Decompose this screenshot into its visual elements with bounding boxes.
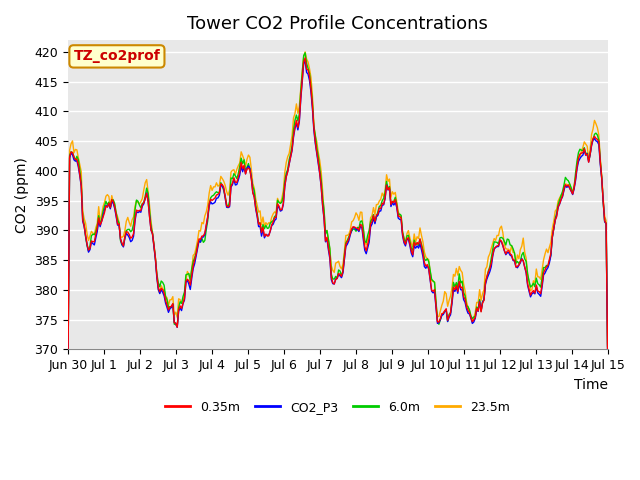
6.0m: [461, 293, 469, 299]
6.0m: [153, 271, 161, 277]
6.0m: [604, 344, 611, 349]
CO2_P3: [340, 257, 348, 263]
Y-axis label: CO2 (ppm): CO2 (ppm): [15, 157, 29, 233]
23.5m: [593, 125, 601, 131]
Line: 0.35m: 0.35m: [68, 58, 607, 349]
23.5m: [301, 49, 309, 55]
0.35m: [246, 167, 253, 173]
6.0m: [246, 166, 253, 172]
0.35m: [593, 136, 601, 142]
CO2_P3: [593, 139, 601, 144]
CO2_P3: [301, 59, 309, 64]
23.5m: [153, 273, 161, 279]
Line: 6.0m: 6.0m: [68, 53, 607, 347]
Legend: 0.35m, CO2_P3, 6.0m, 23.5m: 0.35m, CO2_P3, 6.0m, 23.5m: [161, 396, 515, 419]
23.5m: [461, 288, 469, 294]
0.35m: [64, 347, 72, 352]
0.35m: [132, 207, 140, 213]
Text: TZ_co2prof: TZ_co2prof: [74, 49, 160, 63]
23.5m: [64, 343, 72, 348]
0.35m: [340, 255, 348, 261]
Line: CO2_P3: CO2_P3: [68, 61, 607, 349]
CO2_P3: [461, 300, 469, 305]
Title: Tower CO2 Profile Concentrations: Tower CO2 Profile Concentrations: [188, 15, 488, 33]
0.35m: [301, 55, 309, 61]
23.5m: [604, 342, 611, 348]
6.0m: [593, 132, 601, 138]
6.0m: [64, 343, 72, 348]
23.5m: [132, 198, 140, 204]
0.35m: [153, 273, 161, 278]
0.35m: [461, 297, 469, 302]
0.35m: [604, 347, 611, 352]
CO2_P3: [246, 166, 253, 171]
CO2_P3: [604, 347, 611, 352]
X-axis label: Time: Time: [573, 378, 607, 392]
23.5m: [340, 248, 348, 254]
6.0m: [340, 252, 348, 258]
6.0m: [132, 197, 140, 203]
6.0m: [301, 50, 309, 56]
CO2_P3: [132, 209, 140, 215]
23.5m: [246, 155, 253, 160]
CO2_P3: [64, 347, 72, 352]
CO2_P3: [153, 275, 161, 281]
Line: 23.5m: 23.5m: [68, 52, 607, 346]
